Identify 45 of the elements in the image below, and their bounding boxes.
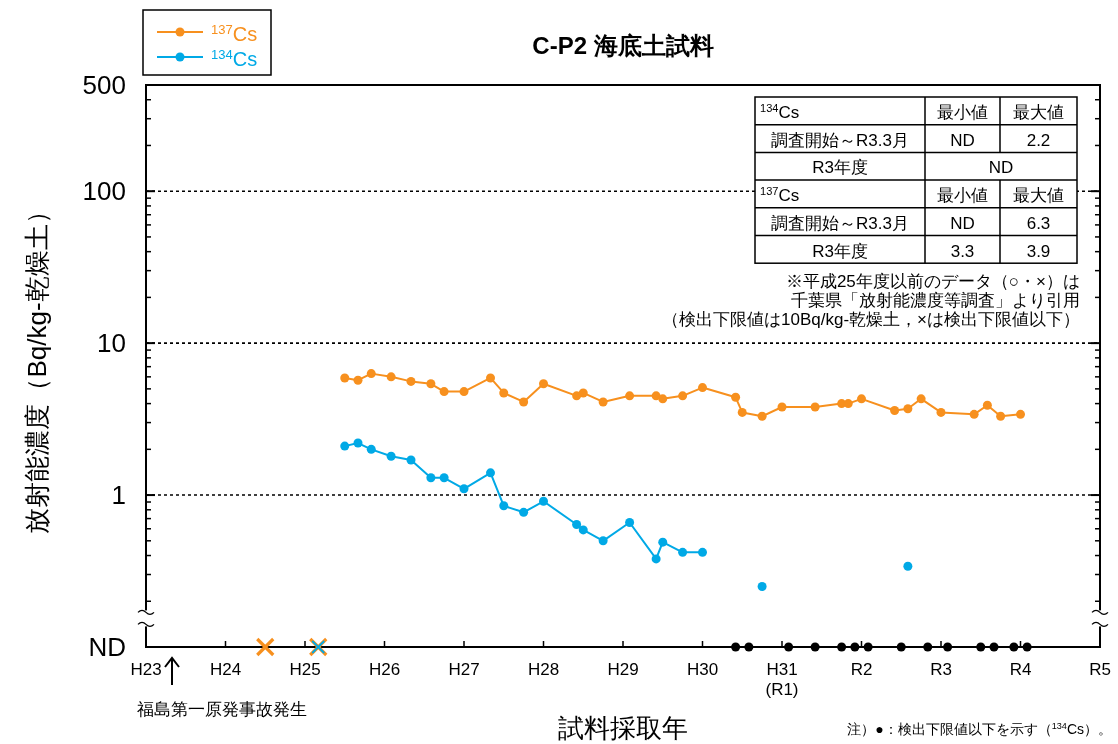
text: 注）●：検出下限値以下を示す（$^{134}$Cs）。 xyxy=(847,721,1112,737)
y-tick-label: 100 xyxy=(82,176,126,207)
annotation: 千葉県「放射能濃度等調査」より引用 xyxy=(791,291,1080,310)
x-tick-label: R2 xyxy=(850,660,873,679)
x-tick-label: R4 xyxy=(1009,660,1032,679)
annotation: ※平成25年度以前のデータ（○・×）は xyxy=(785,272,1080,291)
x-tick-label: H26 xyxy=(368,660,401,679)
category-label: 調査開始～R3.3月 xyxy=(771,130,909,150)
category-label: R3年度 xyxy=(812,241,868,261)
x-axis-title: 試料採取年 xyxy=(558,713,688,743)
annotation: （検出下限値は10Bq/kg-乾燥土，×は検出下限値以下） xyxy=(662,310,1080,329)
y-axis-title: 放射能濃度（Bq/kg-乾燥土） xyxy=(22,198,52,534)
legend-label: $^{134}$Cs xyxy=(211,46,258,70)
y-tick-label: 1 xyxy=(111,480,126,511)
text: 6.3 xyxy=(1026,213,1051,233)
text: 最小値 xyxy=(937,103,988,122)
category-label: 調査開始～R3.3月 xyxy=(771,213,909,233)
x-tick-label: R5 xyxy=(1089,660,1111,679)
x-tick-label: H31 (R1) xyxy=(765,660,799,699)
x-tick-label: R3 xyxy=(930,660,952,679)
text: 最小値 xyxy=(937,186,988,206)
text: 2.2 xyxy=(1026,130,1051,150)
y-tick-label: 500 xyxy=(82,70,126,100)
x-tick-label: H30 xyxy=(686,660,719,679)
text: ND xyxy=(988,158,1014,178)
x-tick-label: H24 xyxy=(209,660,242,679)
category-label: $^{134}$Cs xyxy=(760,102,800,122)
text: 3.3 xyxy=(950,241,975,261)
x-tick-label: H28 xyxy=(527,660,560,679)
text: ND xyxy=(950,130,975,150)
text: 福島第一原発事故発生 xyxy=(137,700,307,719)
x-tick-label: H27 xyxy=(448,660,480,679)
text: 最大値 xyxy=(1013,103,1064,122)
y-tick-label: 10 xyxy=(97,328,126,359)
legend-label: $^{137}$Cs xyxy=(211,21,258,45)
x-tick-label: H29 xyxy=(607,660,639,679)
category-label: R3年度 xyxy=(812,158,868,178)
x-tick-label: H25 xyxy=(289,660,321,679)
text: 3.9 xyxy=(1026,241,1051,261)
text: 最大値 xyxy=(1013,186,1064,206)
text: ND xyxy=(950,213,975,233)
y-tick-label: ND xyxy=(88,632,126,662)
x-tick-label: H23 xyxy=(130,660,162,679)
category-label: $^{137}$Cs xyxy=(760,185,800,206)
chart-title: C-P2 海底土試料 xyxy=(532,32,714,59)
